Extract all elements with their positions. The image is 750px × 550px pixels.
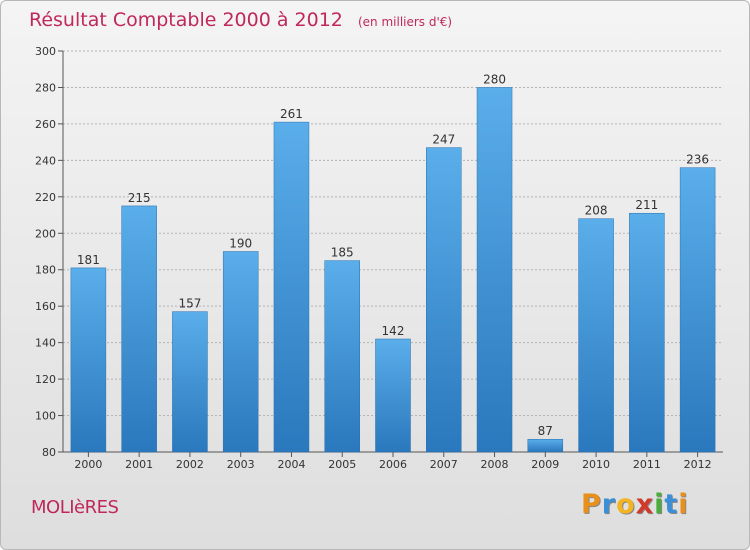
bar-2006 — [375, 338, 411, 453]
x-tick-label-2009: 2009 — [531, 458, 559, 471]
data-label-2011: 211 — [635, 198, 658, 212]
y-tick-label: 140 — [35, 337, 56, 350]
y-tick-label: 160 — [35, 300, 56, 313]
labels: 181 2000 215 2001 157 2002 190 2003 261 2004 185 20… — [74, 72, 711, 471]
x-tick-label-2008: 2008 — [481, 458, 509, 471]
bar-2008 — [476, 87, 513, 453]
x-tick-label-2003: 2003 — [227, 458, 255, 471]
data-label-2006: 142 — [382, 324, 405, 338]
commune-name: MOLIèRES — [31, 497, 119, 518]
y-tick-label: 240 — [35, 154, 56, 167]
y-tick-label: 200 — [35, 227, 56, 240]
data-label-2000: 181 — [77, 253, 100, 267]
bar-2002 — [172, 311, 208, 453]
brand-letter: x — [635, 489, 655, 520]
brand-letter: i — [654, 489, 665, 520]
y-tick-label: 280 — [35, 81, 56, 94]
x-tick-label-2005: 2005 — [328, 458, 356, 471]
bar-2001 — [121, 205, 157, 453]
y-tick-label: 300 — [35, 45, 56, 58]
y-tick-label: 180 — [35, 264, 56, 277]
bar-2004 — [273, 121, 310, 453]
x-tick-label-2001: 2001 — [125, 458, 153, 471]
x-tick-label-2010: 2010 — [582, 458, 610, 471]
brand-letter: i — [678, 489, 689, 520]
data-label-2008: 280 — [483, 72, 506, 86]
title-line: Résultat Comptable 2000 à 2012 (en milli… — [29, 9, 452, 31]
data-label-2004: 261 — [280, 107, 303, 121]
chart-unit: (en milliers d'€) — [357, 15, 453, 29]
data-label-2005: 185 — [331, 246, 354, 260]
x-tick-label-2000: 2000 — [74, 458, 102, 471]
x-tick-label-2006: 2006 — [379, 458, 407, 471]
data-label-2003: 190 — [229, 237, 252, 251]
brand-letter: r — [601, 489, 617, 520]
x-tick-label-2012: 2012 — [684, 458, 712, 471]
data-label-2009: 87 — [538, 424, 553, 438]
bars — [70, 87, 716, 453]
x-tick-label-2004: 2004 — [277, 458, 305, 471]
y-tick-label: 100 — [35, 410, 56, 423]
data-label-2007: 247 — [432, 133, 455, 147]
bar-2009 — [527, 438, 564, 453]
data-label-2001: 215 — [128, 191, 151, 205]
data-label-2012: 236 — [686, 153, 709, 167]
x-tick-label-2002: 2002 — [176, 458, 204, 471]
x-tick-label-2007: 2007 — [430, 458, 458, 471]
data-label-2010: 208 — [585, 204, 608, 218]
x-tick-label-2011: 2011 — [633, 458, 661, 471]
bar-2005 — [324, 260, 360, 453]
y-tick-label: 220 — [35, 191, 56, 204]
y-tick-label: 260 — [35, 118, 56, 131]
brand-letter: t — [664, 489, 679, 520]
bar-2012 — [679, 167, 716, 453]
bar-2007 — [426, 147, 462, 453]
bar-2000 — [70, 267, 107, 453]
bar-2003 — [222, 251, 259, 453]
bar-2011 — [629, 212, 665, 453]
bar-2010 — [578, 218, 614, 453]
data-label-2002: 157 — [178, 297, 201, 311]
brand-letter: o — [616, 489, 636, 520]
y-tick-label: 120 — [35, 373, 56, 386]
y-tick-label: 80 — [42, 446, 56, 459]
brand-letter: P — [581, 489, 602, 520]
chart-title: Résultat Comptable 2000 à 2012 — [29, 9, 343, 31]
brand-logo[interactable]: Proxiti — [581, 489, 689, 520]
